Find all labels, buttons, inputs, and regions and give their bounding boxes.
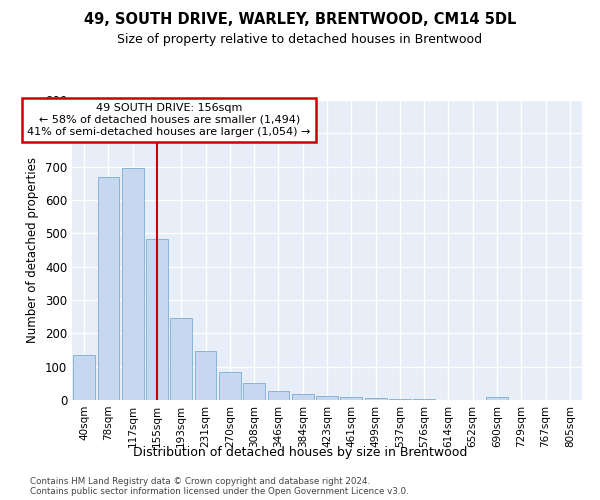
Bar (146, 239, 168, 400)
Bar (194, 350, 217, 400)
Bar (219, 372, 241, 400)
Bar (365, 398, 386, 400)
Bar (97, 178, 119, 400)
Bar (292, 394, 314, 400)
Text: Contains public sector information licensed under the Open Government Licence v3: Contains public sector information licen… (30, 487, 409, 496)
Text: 49 SOUTH DRIVE: 156sqm
← 58% of detached houses are smaller (1,494)
41% of semi-: 49 SOUTH DRIVE: 156sqm ← 58% of detached… (28, 104, 311, 136)
Bar (243, 383, 265, 400)
Bar (486, 398, 508, 400)
Text: Contains HM Land Registry data © Crown copyright and database right 2024.: Contains HM Land Registry data © Crown c… (30, 477, 370, 486)
Text: Distribution of detached houses by size in Brentwood: Distribution of detached houses by size … (133, 446, 467, 459)
Bar (389, 399, 411, 400)
Bar (340, 398, 362, 400)
Bar (73, 355, 95, 400)
Bar (170, 318, 192, 400)
Bar (122, 168, 143, 400)
Text: 49, SOUTH DRIVE, WARLEY, BRENTWOOD, CM14 5DL: 49, SOUTH DRIVE, WARLEY, BRENTWOOD, CM14… (84, 12, 516, 28)
Y-axis label: Number of detached properties: Number of detached properties (26, 157, 40, 343)
Text: Size of property relative to detached houses in Brentwood: Size of property relative to detached ho… (118, 32, 482, 46)
Bar (316, 396, 338, 400)
Bar (268, 390, 289, 400)
